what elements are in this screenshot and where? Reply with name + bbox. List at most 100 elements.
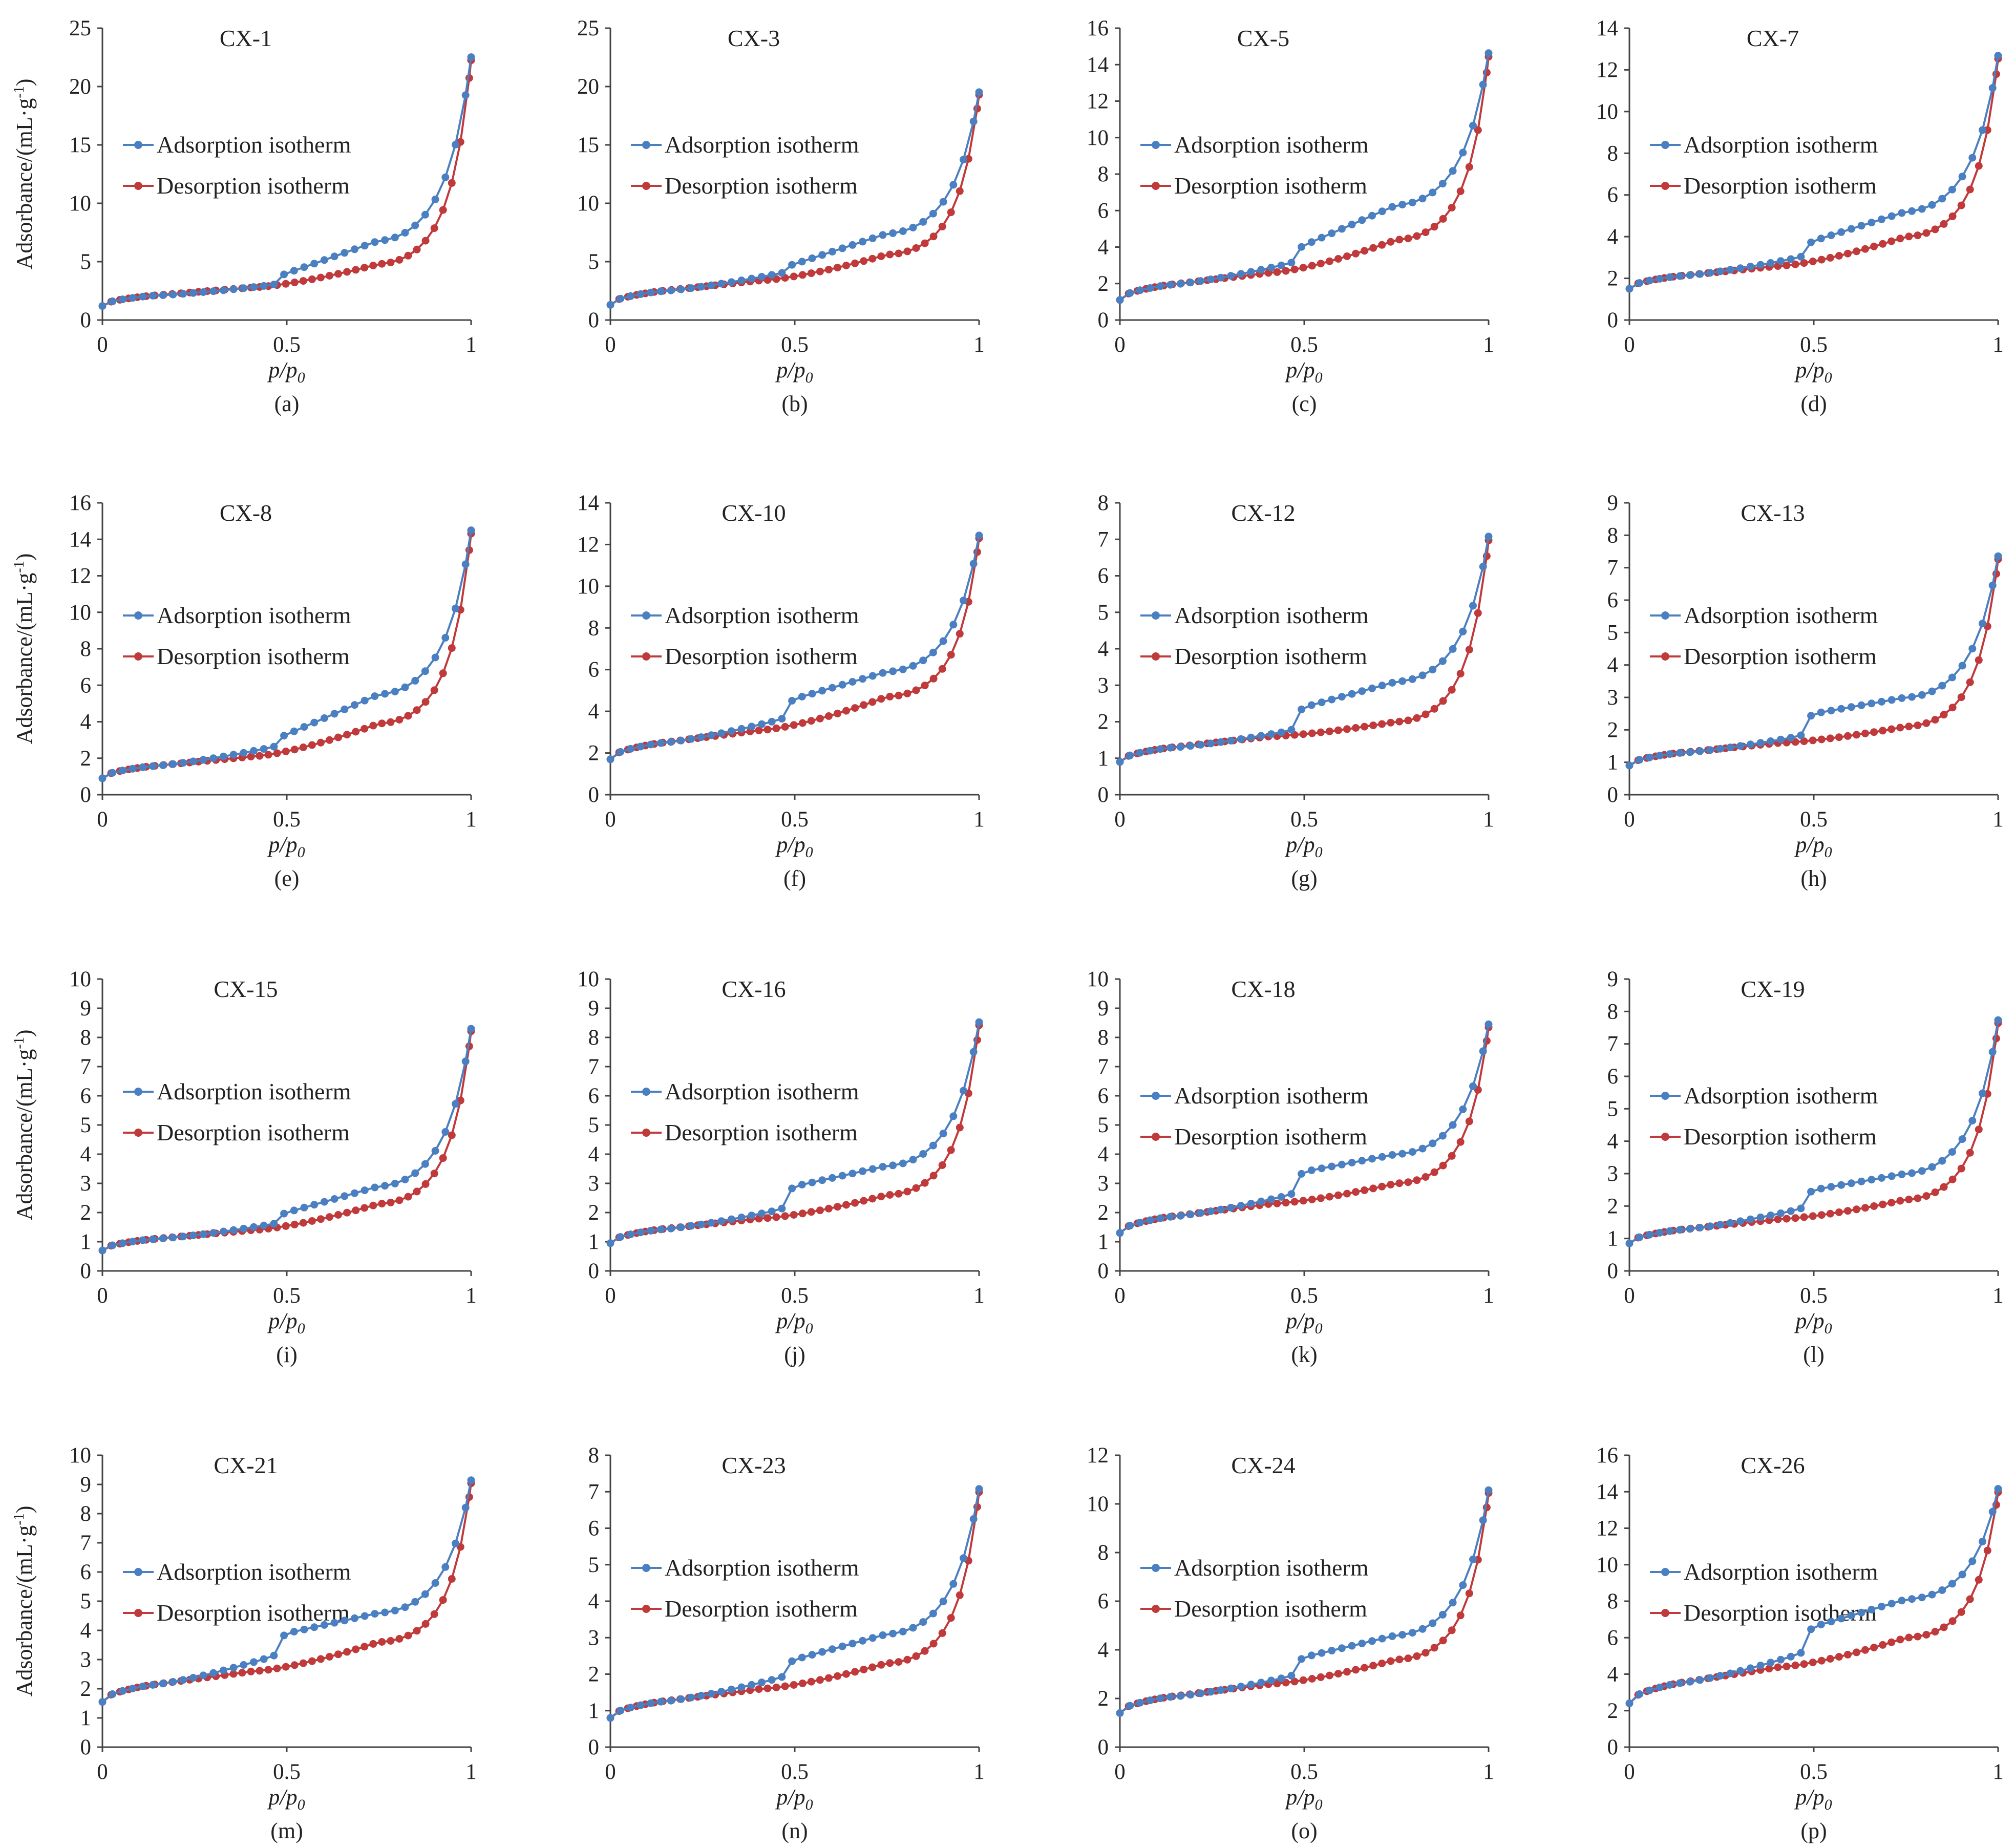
desorption-point xyxy=(334,1211,342,1219)
adsorption-point xyxy=(1479,1516,1487,1524)
desorption-point xyxy=(912,686,920,694)
adsorption-point xyxy=(1429,1139,1437,1148)
adsorption-point xyxy=(919,1618,927,1626)
desorption-point xyxy=(1422,710,1430,718)
adsorption-point xyxy=(1938,1157,1946,1165)
adsorption-point xyxy=(1338,225,1346,233)
desorption-point xyxy=(1317,260,1325,268)
desorption-point xyxy=(1325,1193,1333,1201)
desorption-point xyxy=(1352,1666,1360,1674)
adsorption-point xyxy=(1787,255,1795,263)
y-tick-label: 2 xyxy=(1098,710,1109,734)
adsorption-point xyxy=(421,667,429,675)
desorption-point xyxy=(912,1184,920,1192)
y-tick-label: 7 xyxy=(588,1480,600,1504)
adsorption-point xyxy=(1706,1674,1714,1682)
adsorption-point xyxy=(1827,1183,1835,1191)
adsorption-point xyxy=(939,1597,947,1605)
desorption-point xyxy=(290,279,299,286)
desorption-point xyxy=(326,1213,333,1221)
adsorption-point xyxy=(360,1612,369,1620)
y-tick-label: 9 xyxy=(80,1473,92,1497)
y-tick-label: 6 xyxy=(588,1517,600,1541)
adsorption-point xyxy=(1979,1089,1986,1097)
desorption-point xyxy=(1474,126,1482,134)
desorption-point xyxy=(851,704,859,712)
adsorption-point xyxy=(909,1624,917,1632)
adsorption-point xyxy=(219,1227,227,1236)
adsorption-point xyxy=(179,1676,187,1684)
adsorption-point xyxy=(1736,1217,1745,1225)
y-tick-label: 20 xyxy=(69,75,91,99)
adsorption-point xyxy=(1928,1590,1936,1599)
adsorption-point xyxy=(727,1685,735,1693)
legend-marker xyxy=(642,652,650,661)
adsorption-point xyxy=(1318,698,1326,707)
legend-marker xyxy=(134,182,142,190)
series-adsorption xyxy=(1625,1016,2002,1247)
desorption-point xyxy=(290,746,299,754)
desorption-point xyxy=(1378,1660,1386,1667)
y-tick-label: 3 xyxy=(1607,1162,1619,1186)
adsorption-point xyxy=(452,141,459,148)
desorption-point xyxy=(895,249,903,258)
y-tick-label: 0 xyxy=(80,308,92,332)
y-tick-label: 5 xyxy=(80,1589,92,1613)
adsorption-point xyxy=(179,759,187,767)
adsorption-point xyxy=(1686,1677,1694,1686)
series-adsorption xyxy=(1116,533,1493,766)
desorption-point xyxy=(1317,1673,1325,1681)
y-tick-label: 0 xyxy=(1607,1259,1619,1283)
adsorption-point xyxy=(1484,1020,1493,1028)
adsorption-point xyxy=(1146,284,1154,292)
desorption-point xyxy=(929,1172,938,1180)
adsorption-point xyxy=(1948,673,1956,682)
y-tick-label: 6 xyxy=(588,1084,600,1108)
desorption-point xyxy=(1817,1656,1826,1665)
adsorption-point xyxy=(1408,199,1416,206)
y-tick-label: 14 xyxy=(1596,1480,1618,1504)
adsorption-point xyxy=(1807,1187,1815,1196)
series-desorption xyxy=(98,1479,475,1706)
adsorption-point xyxy=(758,1679,766,1687)
y-tick-label: 10 xyxy=(577,192,599,216)
legend-label: Desorption isotherm xyxy=(157,173,350,199)
desorption-point xyxy=(763,276,772,284)
desorption-point xyxy=(1940,1183,1948,1191)
adsorption-point xyxy=(1656,1228,1664,1237)
desorption-point xyxy=(316,1655,325,1663)
y-tick-label: 4 xyxy=(1607,1663,1619,1687)
legend-label: Desorption isotherm xyxy=(157,1119,350,1145)
desorption-point xyxy=(1465,646,1473,654)
desorption-point xyxy=(1975,1576,1983,1584)
adsorption-point xyxy=(707,1690,715,1698)
legend-marker xyxy=(1661,1092,1669,1100)
adsorption-point xyxy=(909,662,917,670)
adsorption-point xyxy=(219,286,227,294)
y-tick-label: 1 xyxy=(1607,751,1619,775)
desorption-point xyxy=(1957,201,1965,209)
legend-label: Desorption isotherm xyxy=(665,1119,858,1145)
desorption-point xyxy=(851,259,859,267)
y-tick-label: 0 xyxy=(1607,1735,1619,1759)
desorption-point xyxy=(1343,1668,1351,1676)
adsorption-point xyxy=(1459,1581,1467,1589)
y-tick-label: 14 xyxy=(1596,16,1618,40)
panel-caption: (f) xyxy=(783,866,806,891)
legend-marker xyxy=(1152,1133,1160,1141)
adsorption-point xyxy=(1136,1219,1144,1227)
adsorption-point xyxy=(1307,701,1316,709)
adsorption-point xyxy=(1979,620,1986,628)
desorption-point xyxy=(1879,240,1887,248)
y-tick-label: 9 xyxy=(1607,491,1619,515)
desorption-point xyxy=(1887,725,1896,733)
adsorption-point xyxy=(310,1201,319,1209)
adsorption-point xyxy=(1716,745,1724,753)
legend-label: Adsorption isotherm xyxy=(157,1078,351,1104)
legend-label: Adsorption isotherm xyxy=(665,132,859,158)
adsorption-point xyxy=(1166,1213,1174,1221)
adsorption-point xyxy=(899,665,907,673)
adsorption-point xyxy=(1277,728,1285,736)
adsorption-point xyxy=(617,748,625,756)
adsorption-point xyxy=(1767,259,1775,267)
